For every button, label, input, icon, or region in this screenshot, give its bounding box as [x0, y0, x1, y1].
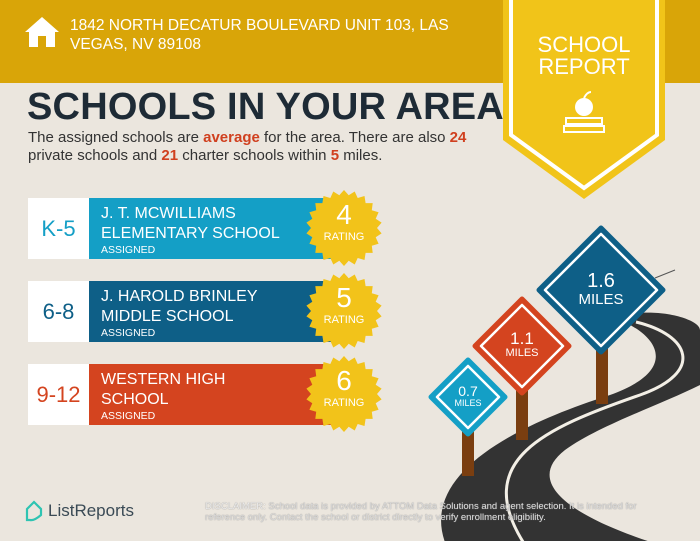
- distance-sign: [536, 225, 666, 355]
- distance-value: 1.1: [510, 328, 534, 348]
- badge-line1: SCHOOL: [537, 32, 631, 57]
- school-name-bar: WESTERN HIGH SCHOOL ASSIGNED: [89, 364, 349, 425]
- rating-value: 5: [336, 282, 352, 313]
- sign-post: [516, 380, 528, 440]
- rating-label: RATING: [323, 231, 365, 243]
- school-report-badge: [503, 0, 665, 199]
- distance-label: 1.6 MILES: [561, 271, 641, 308]
- rating-seal-icon: [306, 356, 382, 432]
- grade-range: 6-8: [28, 281, 89, 342]
- distance-sign-border: [479, 303, 565, 389]
- intro-text: The assigned schools are average for the…: [28, 129, 467, 164]
- school-row: 9-12 WESTERN HIGH SCHOOL ASSIGNED 6 RATI…: [28, 356, 388, 432]
- badge-title: SCHOOL REPORT: [500, 34, 668, 78]
- distance-unit: MILES: [454, 397, 482, 408]
- distance-unit: MILES: [578, 291, 624, 308]
- school-row: 6-8 J. HAROLD BRINLEY MIDDLE SCHOOL ASSI…: [28, 273, 388, 349]
- charter-count: 21: [161, 147, 179, 164]
- apple-books-icon: [563, 91, 605, 133]
- rating-value: 4: [336, 199, 352, 230]
- distance-sign: [428, 357, 508, 437]
- badge-line2: REPORT: [538, 54, 630, 79]
- school-name-line1: J. T. MCWILLIAMS: [101, 205, 236, 222]
- school-name-bar: J. T. MCWILLIAMS ELEMENTARY SCHOOL ASSIG…: [89, 198, 349, 259]
- school-name-line1: J. HAROLD BRINLEY: [101, 288, 258, 305]
- distance-label: 1.1 MILES: [482, 330, 562, 360]
- grade-range: K-5: [28, 198, 89, 259]
- assignment-status: ASSIGNED: [101, 327, 156, 339]
- school-name-line2: MIDDLE SCHOOL: [101, 308, 234, 325]
- house-icon: [25, 17, 59, 47]
- distance-sign-border: [435, 364, 501, 430]
- logo-text: ListReports: [48, 501, 134, 520]
- page-title: SCHOOLS IN YOUR AREA: [27, 86, 504, 128]
- property-address: 1842 NORTH DECATUR BOULEVARD UNIT 103, L…: [70, 17, 449, 53]
- radius-miles: 5: [330, 147, 340, 164]
- rating-label: RATING: [323, 314, 365, 326]
- private-count: 24: [449, 129, 467, 146]
- school-name-line1: WESTERN HIGH: [101, 371, 226, 388]
- distance-label: 0.7 MILES: [428, 384, 508, 409]
- rating-label: RATING: [323, 397, 365, 409]
- distance-value: 0.7: [458, 382, 478, 399]
- grade-range: 9-12: [28, 364, 89, 425]
- distance-unit: MILES: [505, 346, 539, 359]
- school-name-bar: J. HAROLD BRINLEY MIDDLE SCHOOL ASSIGNED: [89, 281, 349, 342]
- distance-value: 1.6: [587, 270, 615, 292]
- distance-sign: [472, 296, 572, 396]
- rating-seal-icon: [306, 190, 382, 266]
- listreports-logo-icon: [25, 500, 43, 522]
- school-name-line2: SCHOOL: [101, 391, 169, 408]
- school-name-line2: ELEMENTARY SCHOOL: [101, 225, 280, 242]
- rating-seal-icon: [306, 273, 382, 349]
- distance-sign-border: [543, 232, 659, 348]
- listreports-logo: ListReports: [25, 500, 134, 522]
- school-row: K-5 J. T. MCWILLIAMS ELEMENTARY SCHOOL A…: [28, 190, 388, 266]
- disclaimer: DISCLAIMER: School data is provided by A…: [205, 501, 637, 523]
- quality-value: average: [203, 129, 260, 146]
- rating-value: 6: [336, 365, 352, 396]
- assignment-status: ASSIGNED: [101, 244, 156, 256]
- assignment-status: ASSIGNED: [101, 410, 156, 422]
